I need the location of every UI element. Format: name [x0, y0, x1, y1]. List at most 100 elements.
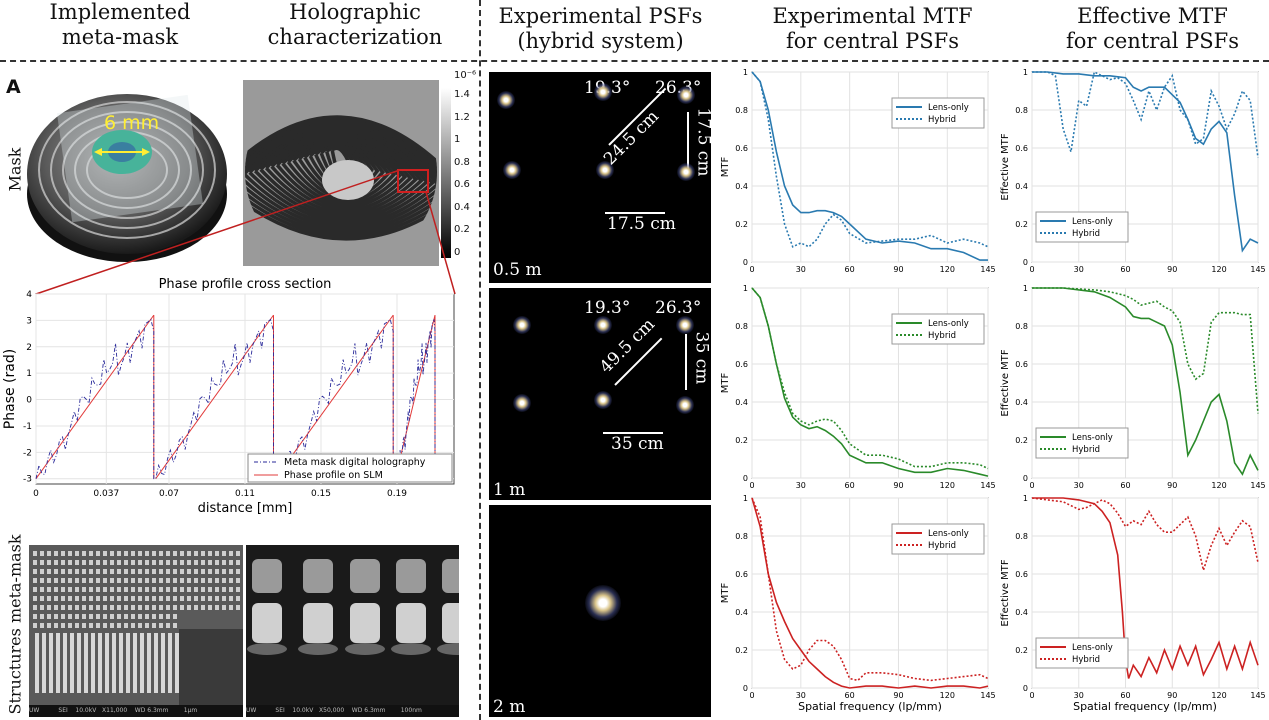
nanopillar — [222, 551, 226, 556]
nanopillar-top — [303, 559, 333, 593]
y-tick-label: 0.2 — [735, 220, 748, 229]
series-line-lens-only — [751, 71, 988, 261]
nanopillar — [145, 605, 149, 610]
nanopillar — [117, 551, 121, 556]
nanopillar — [82, 596, 86, 601]
nanopillar — [166, 560, 170, 565]
nanopillar — [117, 569, 121, 574]
header-text: Effective MTF for central PSFs — [1065, 4, 1240, 53]
x-tick-label: 0 — [1029, 691, 1034, 700]
sem-footer-left: UW SEI 10.0kV X11,000 WD 6.3mm 1μm — [29, 705, 243, 717]
nanopillar — [33, 596, 37, 601]
nanopillar — [138, 569, 142, 574]
nanopillar — [201, 578, 205, 583]
nanopillar — [110, 560, 114, 565]
nanopillar — [103, 551, 107, 556]
nanopillar — [152, 569, 156, 574]
x-tick-label: 120 — [1211, 481, 1226, 490]
y-tick-label: 0.8 — [735, 106, 748, 115]
nanopillar — [68, 623, 72, 628]
nanopillar — [40, 587, 44, 592]
psf-angle-19: 19.3° — [584, 298, 631, 318]
nanopillar — [173, 614, 177, 619]
nanopillar — [61, 596, 65, 601]
x-tick-label: 60 — [1120, 481, 1130, 490]
x-tick-label: 90 — [1167, 481, 1177, 490]
fringe-line — [245, 119, 437, 232]
nanopillar — [96, 587, 100, 592]
nanopillar — [110, 587, 114, 592]
nanopillar-column — [63, 633, 67, 693]
y-axis-label: Effective MTF — [1000, 349, 1011, 417]
nanopillar — [96, 560, 100, 565]
psf-spot — [503, 161, 521, 179]
nanopillar — [47, 578, 51, 583]
fringe-line — [259, 127, 424, 218]
nanopillar — [131, 578, 135, 583]
nanopillar — [194, 569, 198, 574]
nanopillar — [47, 605, 51, 610]
nanopillar — [145, 614, 149, 619]
nanopillar — [215, 560, 219, 565]
nanopillar — [152, 623, 156, 628]
nanopillar — [68, 560, 72, 565]
x-tick-label: 0 — [749, 691, 754, 700]
nanopillar — [131, 623, 135, 628]
nanopillar — [145, 596, 149, 601]
colorbar-ticks: 1.4 1.2 1 0.8 0.6 0.4 0.2 0 — [454, 84, 470, 264]
nanopillar — [236, 605, 240, 610]
legend-box — [1035, 427, 1129, 459]
nanopillar — [40, 578, 44, 583]
panel-letter-a: A — [6, 76, 21, 98]
psf-spot — [585, 585, 621, 621]
nanopillar — [89, 587, 93, 592]
nanopillar-column — [98, 633, 102, 693]
legend-label: Lens-only — [928, 103, 969, 113]
nanopillar — [187, 569, 191, 574]
nanopillar-top — [252, 559, 282, 593]
nanopillar — [96, 569, 100, 574]
nanopillar-base — [247, 643, 287, 655]
psf-spot — [513, 316, 531, 334]
nanopillar — [103, 578, 107, 583]
nanopillar — [82, 569, 86, 574]
nanopillar-base — [391, 643, 431, 655]
nanopillar — [180, 560, 184, 565]
x-tick-label: 120 — [1211, 691, 1226, 700]
nanopillar — [173, 551, 177, 556]
legend-box — [891, 523, 985, 555]
y-axis-label: MTF — [720, 373, 731, 394]
nanopillar-column — [133, 633, 137, 693]
nanopillar — [229, 569, 233, 574]
nanopillar — [61, 551, 65, 556]
x-tick-label: 0 — [749, 265, 754, 274]
nanopillar — [75, 623, 79, 628]
x-tick-label: 60 — [1120, 691, 1130, 700]
nanopillar — [138, 596, 142, 601]
nanopillar — [187, 551, 191, 556]
sem-footer-right: UW SEI 10.0kV X50,000 WD 6.3mm 100nm — [246, 705, 459, 717]
x-tick-label: 145 — [1250, 265, 1265, 274]
nanopillar — [103, 587, 107, 592]
x-tick-label: 90 — [1167, 691, 1177, 700]
nanopillar — [33, 605, 37, 610]
nanopillar — [40, 614, 44, 619]
nanopillar — [222, 569, 226, 574]
nanopillar — [54, 614, 58, 619]
nanopillar — [180, 551, 184, 556]
nanopillar — [152, 560, 156, 565]
legend-box — [891, 97, 985, 129]
nanopillar — [208, 605, 212, 610]
nanopillar — [68, 578, 72, 583]
x-tick-label: 145 — [1250, 481, 1265, 490]
nanopillar — [131, 551, 135, 556]
header-holographic-characterization: Holographic characterization — [255, 0, 455, 50]
series-line-hybrid — [751, 71, 989, 248]
y-tick-label: 0 — [743, 258, 748, 267]
x-tick-label: 30 — [796, 481, 806, 490]
nanopillar — [40, 623, 44, 628]
nanopillar — [303, 603, 333, 643]
psf-distance-label: 0.5 m — [493, 260, 542, 280]
nanopillar — [103, 623, 107, 628]
column-divider — [479, 0, 481, 720]
